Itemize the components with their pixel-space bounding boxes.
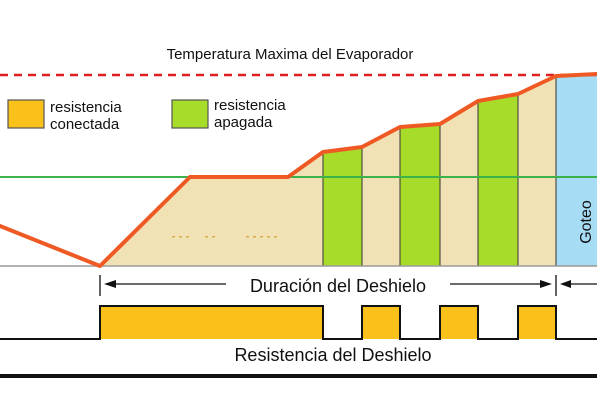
legend-swatch-on bbox=[7, 99, 45, 129]
heater-on-block bbox=[362, 306, 400, 339]
chart-title: Temperatura Maxima del Evaporador bbox=[167, 46, 414, 63]
heater-on-block bbox=[440, 306, 478, 339]
heater-signal-line bbox=[0, 305, 597, 340]
heater-off-band bbox=[478, 94, 518, 266]
heater-label: Resistencia del Deshielo bbox=[234, 345, 431, 365]
heater-off-band bbox=[323, 147, 362, 266]
legend-on-line2: conectada bbox=[50, 116, 120, 133]
legend: resistencia conectada resistencia apagad… bbox=[7, 97, 286, 133]
heater-timeline bbox=[0, 305, 597, 340]
heater-off-bands bbox=[323, 94, 518, 266]
segment-dividers bbox=[322, 94, 519, 266]
legend-off-line1: resistencia bbox=[214, 97, 286, 114]
duration-arrow bbox=[99, 275, 597, 296]
drip-area bbox=[556, 74, 597, 266]
drip-label: Goteo bbox=[578, 200, 595, 244]
temperature-curve bbox=[0, 72, 597, 268]
area-dots bbox=[172, 236, 277, 238]
heater-on-block bbox=[518, 306, 556, 339]
heater-off-band bbox=[400, 124, 440, 266]
legend-off-line2: apagada bbox=[214, 114, 273, 131]
legend-on-line1: resistencia bbox=[50, 99, 122, 116]
legend-swatch-off bbox=[171, 99, 209, 129]
bottom-rule bbox=[0, 374, 597, 378]
heater-on-block bbox=[100, 306, 323, 339]
duration-label: Duración del Deshielo bbox=[250, 276, 426, 296]
